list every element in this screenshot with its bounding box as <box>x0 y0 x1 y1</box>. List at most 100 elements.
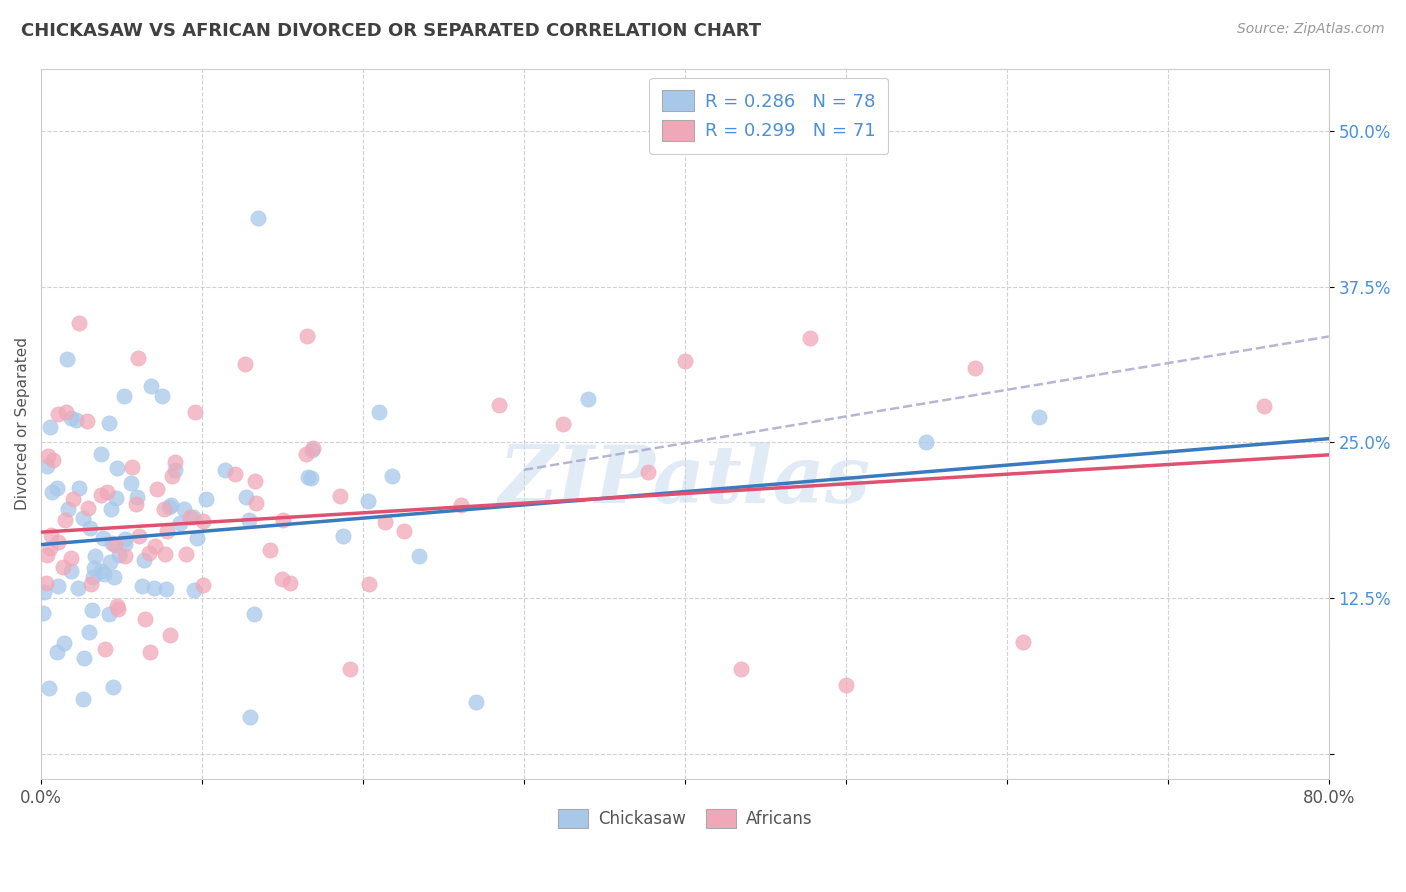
Point <box>38 420 60 434</box>
Point <box>159 628 181 642</box>
Point <box>31 606 53 620</box>
Point <box>101 536 124 550</box>
Y-axis label: Divorced or Separated: Divorced or Separated <box>15 337 30 510</box>
Point <box>82 603 104 617</box>
Point <box>65 413 87 427</box>
Point <box>82 570 104 584</box>
Point <box>41 485 63 500</box>
Point <box>332 529 354 543</box>
Point <box>963 360 986 375</box>
Point <box>97 607 120 621</box>
Point <box>553 417 575 432</box>
Point <box>114 537 136 551</box>
Point <box>103 570 125 584</box>
Point <box>134 553 156 567</box>
Point <box>39 527 62 541</box>
Point <box>1253 399 1275 413</box>
Point <box>79 576 101 591</box>
Point <box>94 641 117 656</box>
Point <box>96 484 118 499</box>
Point <box>235 491 257 505</box>
Point <box>143 539 166 553</box>
Point <box>159 498 181 512</box>
Point <box>271 513 294 527</box>
Point <box>302 441 325 455</box>
Point <box>146 482 169 496</box>
Point <box>637 465 659 479</box>
Point <box>120 475 142 490</box>
Point <box>915 435 938 450</box>
Point <box>165 455 187 469</box>
Point <box>42 452 65 467</box>
Point <box>66 581 89 595</box>
Point <box>46 579 69 593</box>
Point <box>131 579 153 593</box>
Point <box>239 709 262 723</box>
Point <box>35 575 58 590</box>
Point <box>153 501 176 516</box>
Point <box>139 645 162 659</box>
Point <box>242 607 264 622</box>
Point <box>394 524 416 538</box>
Point <box>90 564 112 578</box>
Point <box>62 492 84 507</box>
Point <box>134 611 156 625</box>
Point <box>98 417 121 431</box>
Point <box>1011 635 1033 649</box>
Point <box>271 572 294 586</box>
Legend: Chickasaw, Africans: Chickasaw, Africans <box>551 802 818 835</box>
Point <box>56 501 79 516</box>
Point <box>156 524 179 539</box>
Point <box>37 458 59 473</box>
Point <box>127 351 149 365</box>
Point <box>165 463 187 477</box>
Point <box>259 542 281 557</box>
Point <box>125 497 148 511</box>
Point <box>155 582 177 596</box>
Point <box>91 531 114 545</box>
Point <box>128 529 150 543</box>
Point <box>76 501 98 516</box>
Point <box>46 644 69 658</box>
Point <box>105 461 128 475</box>
Point <box>278 576 301 591</box>
Point <box>367 405 389 419</box>
Point <box>52 559 75 574</box>
Point <box>84 549 107 563</box>
Point <box>799 331 821 345</box>
Point <box>114 549 136 563</box>
Point <box>224 467 246 481</box>
Point <box>191 514 214 528</box>
Point <box>46 535 69 549</box>
Point <box>72 692 94 706</box>
Point <box>153 547 176 561</box>
Point <box>381 469 404 483</box>
Point <box>114 389 136 403</box>
Point <box>72 511 94 525</box>
Point <box>294 447 316 461</box>
Point <box>76 413 98 427</box>
Point <box>98 555 121 569</box>
Point <box>139 379 162 393</box>
Point <box>1028 410 1050 425</box>
Point <box>357 493 380 508</box>
Point <box>157 500 180 515</box>
Point <box>183 582 205 597</box>
Point <box>233 357 256 371</box>
Point <box>245 496 267 510</box>
Point <box>191 578 214 592</box>
Point <box>238 513 260 527</box>
Point <box>52 636 75 650</box>
Point <box>247 211 270 225</box>
Point <box>179 510 201 524</box>
Point <box>183 510 205 524</box>
Point <box>60 565 83 579</box>
Point <box>59 411 82 425</box>
Point <box>169 516 191 530</box>
Point <box>46 482 69 496</box>
Point <box>299 471 322 485</box>
Point <box>195 492 218 507</box>
Text: Source: ZipAtlas.com: Source: ZipAtlas.com <box>1237 22 1385 37</box>
Point <box>59 551 82 566</box>
Point <box>339 662 361 676</box>
